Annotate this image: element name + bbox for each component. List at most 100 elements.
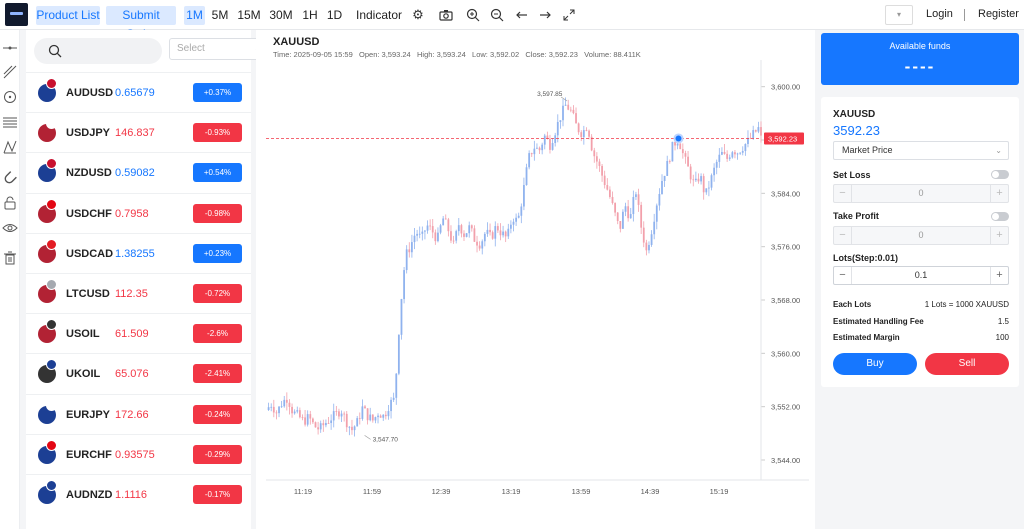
interval-30m-button[interactable]: 30M: [269, 8, 293, 22]
candle-body: [371, 414, 374, 421]
magnet-icon[interactable]: [2, 170, 18, 186]
zoom-in-icon[interactable]: [465, 7, 481, 23]
take-profit-plus-button[interactable]: +: [990, 227, 1008, 244]
submit-order-tab[interactable]: Submit Order: [106, 6, 176, 41]
symbol-price: 172.66: [115, 408, 149, 421]
pattern-icon[interactable]: [2, 139, 18, 155]
set-loss-input[interactable]: 0: [918, 188, 924, 198]
lots-plus-button[interactable]: +: [990, 267, 1008, 284]
symbol-row[interactable]: EURCHF 0.93575 -0.29%: [26, 433, 251, 474]
change-badge: -0.93%: [193, 123, 242, 143]
search-input[interactable]: [34, 38, 162, 64]
chart-panel[interactable]: XAUUSD Time: 2025-09-05 15:59 Open: 3,59…: [256, 30, 815, 529]
indicator-button[interactable]: Indicator: [356, 8, 403, 22]
candle-body: [468, 225, 471, 234]
candlestick-chart[interactable]: XAUUSD Time: 2025-09-05 15:59 Open: 3,59…: [256, 30, 815, 529]
fullscreen-icon[interactable]: [561, 7, 577, 23]
symbol-row[interactable]: USDCHF 0.7958 -0.98%: [26, 192, 251, 233]
register-link[interactable]: Register: [978, 8, 1019, 20]
symbol-row[interactable]: UKOIL 65.076 -2.41%: [26, 353, 251, 393]
candle-body: [405, 249, 408, 271]
candle-body: [491, 232, 494, 239]
candle-body: [697, 178, 700, 182]
symbol-row[interactable]: EURJPY 172.66 -0.24%: [26, 393, 251, 434]
candle-body: [731, 152, 734, 158]
candle-body: [580, 132, 583, 138]
set-loss-toggle[interactable]: [991, 170, 1009, 179]
candle-body: [377, 415, 379, 418]
candle-body: [728, 157, 731, 159]
interval-1d-button[interactable]: 1D: [326, 8, 343, 22]
candle-body: [515, 217, 518, 222]
buy-button[interactable]: Buy: [833, 353, 917, 375]
lots-minus-button[interactable]: −: [834, 267, 852, 284]
current-price-tag: [764, 132, 804, 145]
symbol-row[interactable]: AUDNZD 1.1116 -0.17%: [26, 474, 251, 514]
candle-body: [648, 244, 650, 251]
take-profit-minus-button[interactable]: −: [834, 227, 852, 244]
candle-body: [470, 225, 473, 229]
parallel-lines-icon[interactable]: [2, 114, 18, 130]
candle-body: [353, 426, 356, 431]
candle-body: [536, 147, 538, 149]
zoom-out-icon[interactable]: [489, 7, 505, 23]
lots-input[interactable]: 0.1: [914, 270, 928, 280]
order-type-select[interactable]: Market Price ⌄: [833, 141, 1009, 160]
symbol-price: 0.93575: [115, 448, 155, 461]
candle-body: [679, 143, 682, 150]
candle-body: [608, 189, 611, 197]
candle-body: [760, 127, 762, 136]
take-profit-input[interactable]: 0: [918, 230, 924, 240]
symbol-row[interactable]: USDCAD 1.38255 +0.23%: [26, 232, 251, 273]
interval-1h-button[interactable]: 1H: [302, 8, 318, 22]
circle-icon[interactable]: [2, 89, 18, 105]
candle-body: [622, 211, 624, 229]
language-select[interactable]: ▾: [885, 5, 913, 25]
change-badge: -0.24%: [193, 404, 242, 424]
crosshair-point[interactable]: [673, 133, 684, 144]
set-loss-minus-button[interactable]: −: [834, 185, 852, 202]
candle-body: [369, 414, 372, 421]
camera-icon[interactable]: [438, 7, 454, 23]
x-axis-tick-label: 12:39: [432, 487, 451, 496]
symbol-name: EURCHF: [66, 448, 112, 461]
take-profit-toggle[interactable]: [991, 212, 1009, 221]
symbol-row[interactable]: AUDUSD 0.65679 +0.37%: [26, 72, 251, 112]
product-list-tab[interactable]: Product List: [36, 6, 100, 25]
symbol-row[interactable]: USDJPY 146.837 -0.93%: [26, 112, 251, 152]
candle-body: [632, 196, 635, 215]
y-axis-tick-label: 3,560.00: [771, 349, 800, 358]
arrow-left-icon[interactable]: [514, 7, 530, 23]
change-badge: -0.98%: [193, 203, 242, 223]
currency-flag-icon: [46, 399, 57, 411]
symbol-row[interactable]: NZDUSD 0.59082 +0.54%: [26, 152, 251, 192]
change-badge: +0.23%: [193, 243, 242, 263]
set-loss-plus-button[interactable]: +: [990, 185, 1008, 202]
candle-body: [280, 406, 283, 408]
candle-body: [593, 150, 596, 157]
candle-body: [556, 121, 559, 136]
horizontal-line-icon[interactable]: [2, 40, 18, 56]
candle-body: [658, 193, 661, 206]
interval-1m-button[interactable]: 1M: [184, 6, 205, 25]
candle-body: [499, 230, 502, 236]
symbol-row[interactable]: LTCUSD 112.35 -0.72%: [26, 273, 251, 313]
symbol-row[interactable]: USOIL 61.509 -2.6%: [26, 313, 251, 353]
lock-icon[interactable]: [2, 195, 18, 211]
trend-line-icon[interactable]: [2, 64, 18, 80]
login-link[interactable]: Login: [926, 8, 953, 20]
candle-body: [361, 406, 364, 419]
eye-icon[interactable]: [2, 220, 18, 236]
sell-button[interactable]: Sell: [925, 353, 1009, 375]
candle-body: [426, 225, 429, 231]
symbol-price: 146.837: [115, 127, 155, 140]
arrow-right-icon[interactable]: [537, 7, 553, 23]
candle-body: [338, 411, 340, 417]
settings-icon[interactable]: ⚙: [412, 7, 424, 22]
candle-body: [676, 143, 679, 146]
interval-15m-button[interactable]: 15M: [237, 8, 261, 22]
currency-flag-icon: [46, 279, 57, 290]
trash-icon[interactable]: [2, 250, 18, 266]
brand-logo[interactable]: [5, 3, 28, 26]
interval-5m-button[interactable]: 5M: [211, 8, 229, 22]
